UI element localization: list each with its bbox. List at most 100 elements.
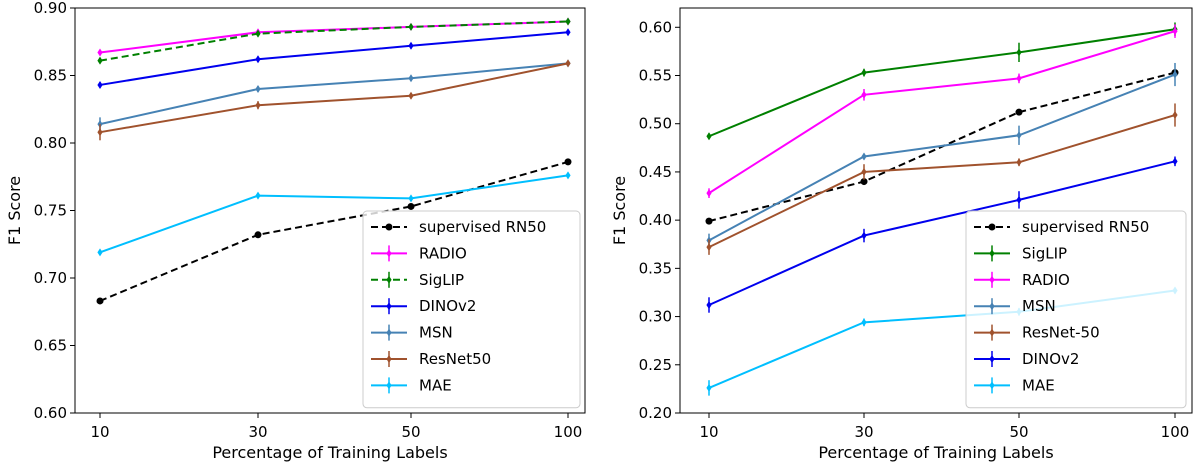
x-tick-label: 100 [1161,423,1190,441]
data-point [565,17,571,26]
series-line [708,30,1176,194]
x-tick-label: 10 [699,423,718,441]
x-tick-label: 50 [1009,423,1028,441]
legend-label: ResNet-50 [1022,324,1100,342]
data-point [255,55,261,64]
legend-label: RADIO [1022,271,1070,289]
y-tick-label: 0.75 [34,202,67,220]
y-tick-label: 0.50 [639,115,672,133]
series-line [708,71,1176,223]
y-axis-label: F1 Score [5,176,24,245]
legend-swatch-marker [386,381,392,390]
series-mae [97,171,571,257]
data-point [97,80,103,89]
series-line [99,62,569,134]
series-dinov2 [97,28,571,89]
data-point [860,178,868,186]
legend-swatch-marker [385,223,393,231]
data-point [861,152,867,161]
y-tick-label: 0.35 [639,259,672,277]
data-point [705,217,713,225]
series-line [708,73,1176,242]
data-point [255,101,261,110]
data-point [255,191,261,200]
chart-panel-2: 0.20 0.25 0.30 0.35 0.40 0.45 0.50 0.55 0.60 10 30… [610,7,1193,462]
data-point [706,132,712,141]
series-line [99,31,569,86]
x-tick-label: 30 [854,423,873,441]
y-tick-label: 0.45 [639,163,672,181]
legend-swatch-marker [989,275,995,284]
data-point [706,301,712,309]
data-point [1016,74,1022,83]
series-line [99,20,569,62]
data-point [861,167,867,176]
x-tick-label: 30 [248,423,267,441]
data-point [96,297,104,305]
series-msn [706,62,1178,248]
data-point [408,91,414,100]
legend-swatch-marker [988,223,996,231]
legend-box [362,210,581,409]
data-point [1172,70,1178,79]
y-axis-label: F1 Score [610,176,629,245]
data-point [706,189,712,198]
legend: supervised RN50 SigLIP RADIO MSN ResNet-50 DI… [965,210,1187,409]
y-tick-label: 0.55 [639,67,672,85]
y-tick-label: 0.60 [639,18,672,36]
data-point [1172,27,1178,36]
legend-label: SigLIP [1022,244,1067,262]
legend-label: SigLIP [419,271,464,289]
x-tick-label: 50 [401,423,420,441]
legend-swatch-marker [989,302,995,311]
series-supervised-rn50 [96,158,572,305]
y-tick-label: 0.20 [639,404,672,422]
x-axis-label: Percentage of Training Labels [818,443,1053,462]
data-point [407,202,415,210]
series-supervised-rn50 [705,69,1179,225]
data-point [97,128,103,137]
series-line [708,160,1176,306]
x-tick-label: 100 [554,423,583,441]
y-tick-label: 0.80 [34,134,67,152]
legend: supervised RN50 RADIO SigLIP DINOv2 MSN ResNe… [362,210,581,409]
legend-label: RADIO [419,244,467,262]
data-point [706,383,712,392]
chart-panel-1: 0.60 0.65 0.70 0.75 0.80 0.85 0.90 10 30 50 100 Per… [5,0,586,462]
series-siglip [706,22,1178,141]
legend-swatch-marker [386,328,392,337]
legend-label: MAE [1022,376,1055,394]
data-point [254,231,262,239]
plot-frame [679,7,1193,414]
series-line [708,114,1176,249]
data-point [255,29,261,38]
series-dinov2 [706,156,1178,313]
legend-label: MAE [419,376,452,394]
legend-label: ResNet50 [419,350,491,368]
y-tick-label: 0.40 [639,211,672,229]
legend-swatch-marker [989,381,995,390]
series-radio [706,24,1178,198]
legend-label: supervised RN50 [1022,218,1149,236]
y-tick-label: 0.65 [34,337,67,355]
series-resnet50 [97,59,571,141]
legend-swatch-marker [989,328,995,337]
data-point [97,56,103,65]
series-line [99,62,569,126]
data-point [1172,111,1178,120]
legend-box [965,210,1187,409]
data-point [1015,108,1023,116]
legend-label: supervised RN50 [419,218,546,236]
series-line [99,174,569,254]
data-point [564,158,572,166]
series-line [99,160,569,302]
y-tick-label: 0.70 [34,269,67,287]
x-tick-label: 10 [90,423,109,441]
legend-label: DINOv2 [419,297,476,315]
legend-swatch-marker [386,302,392,311]
data-point [706,243,712,252]
legend-swatch-marker [386,249,392,258]
data-point [1016,48,1022,57]
data-point [861,231,867,240]
